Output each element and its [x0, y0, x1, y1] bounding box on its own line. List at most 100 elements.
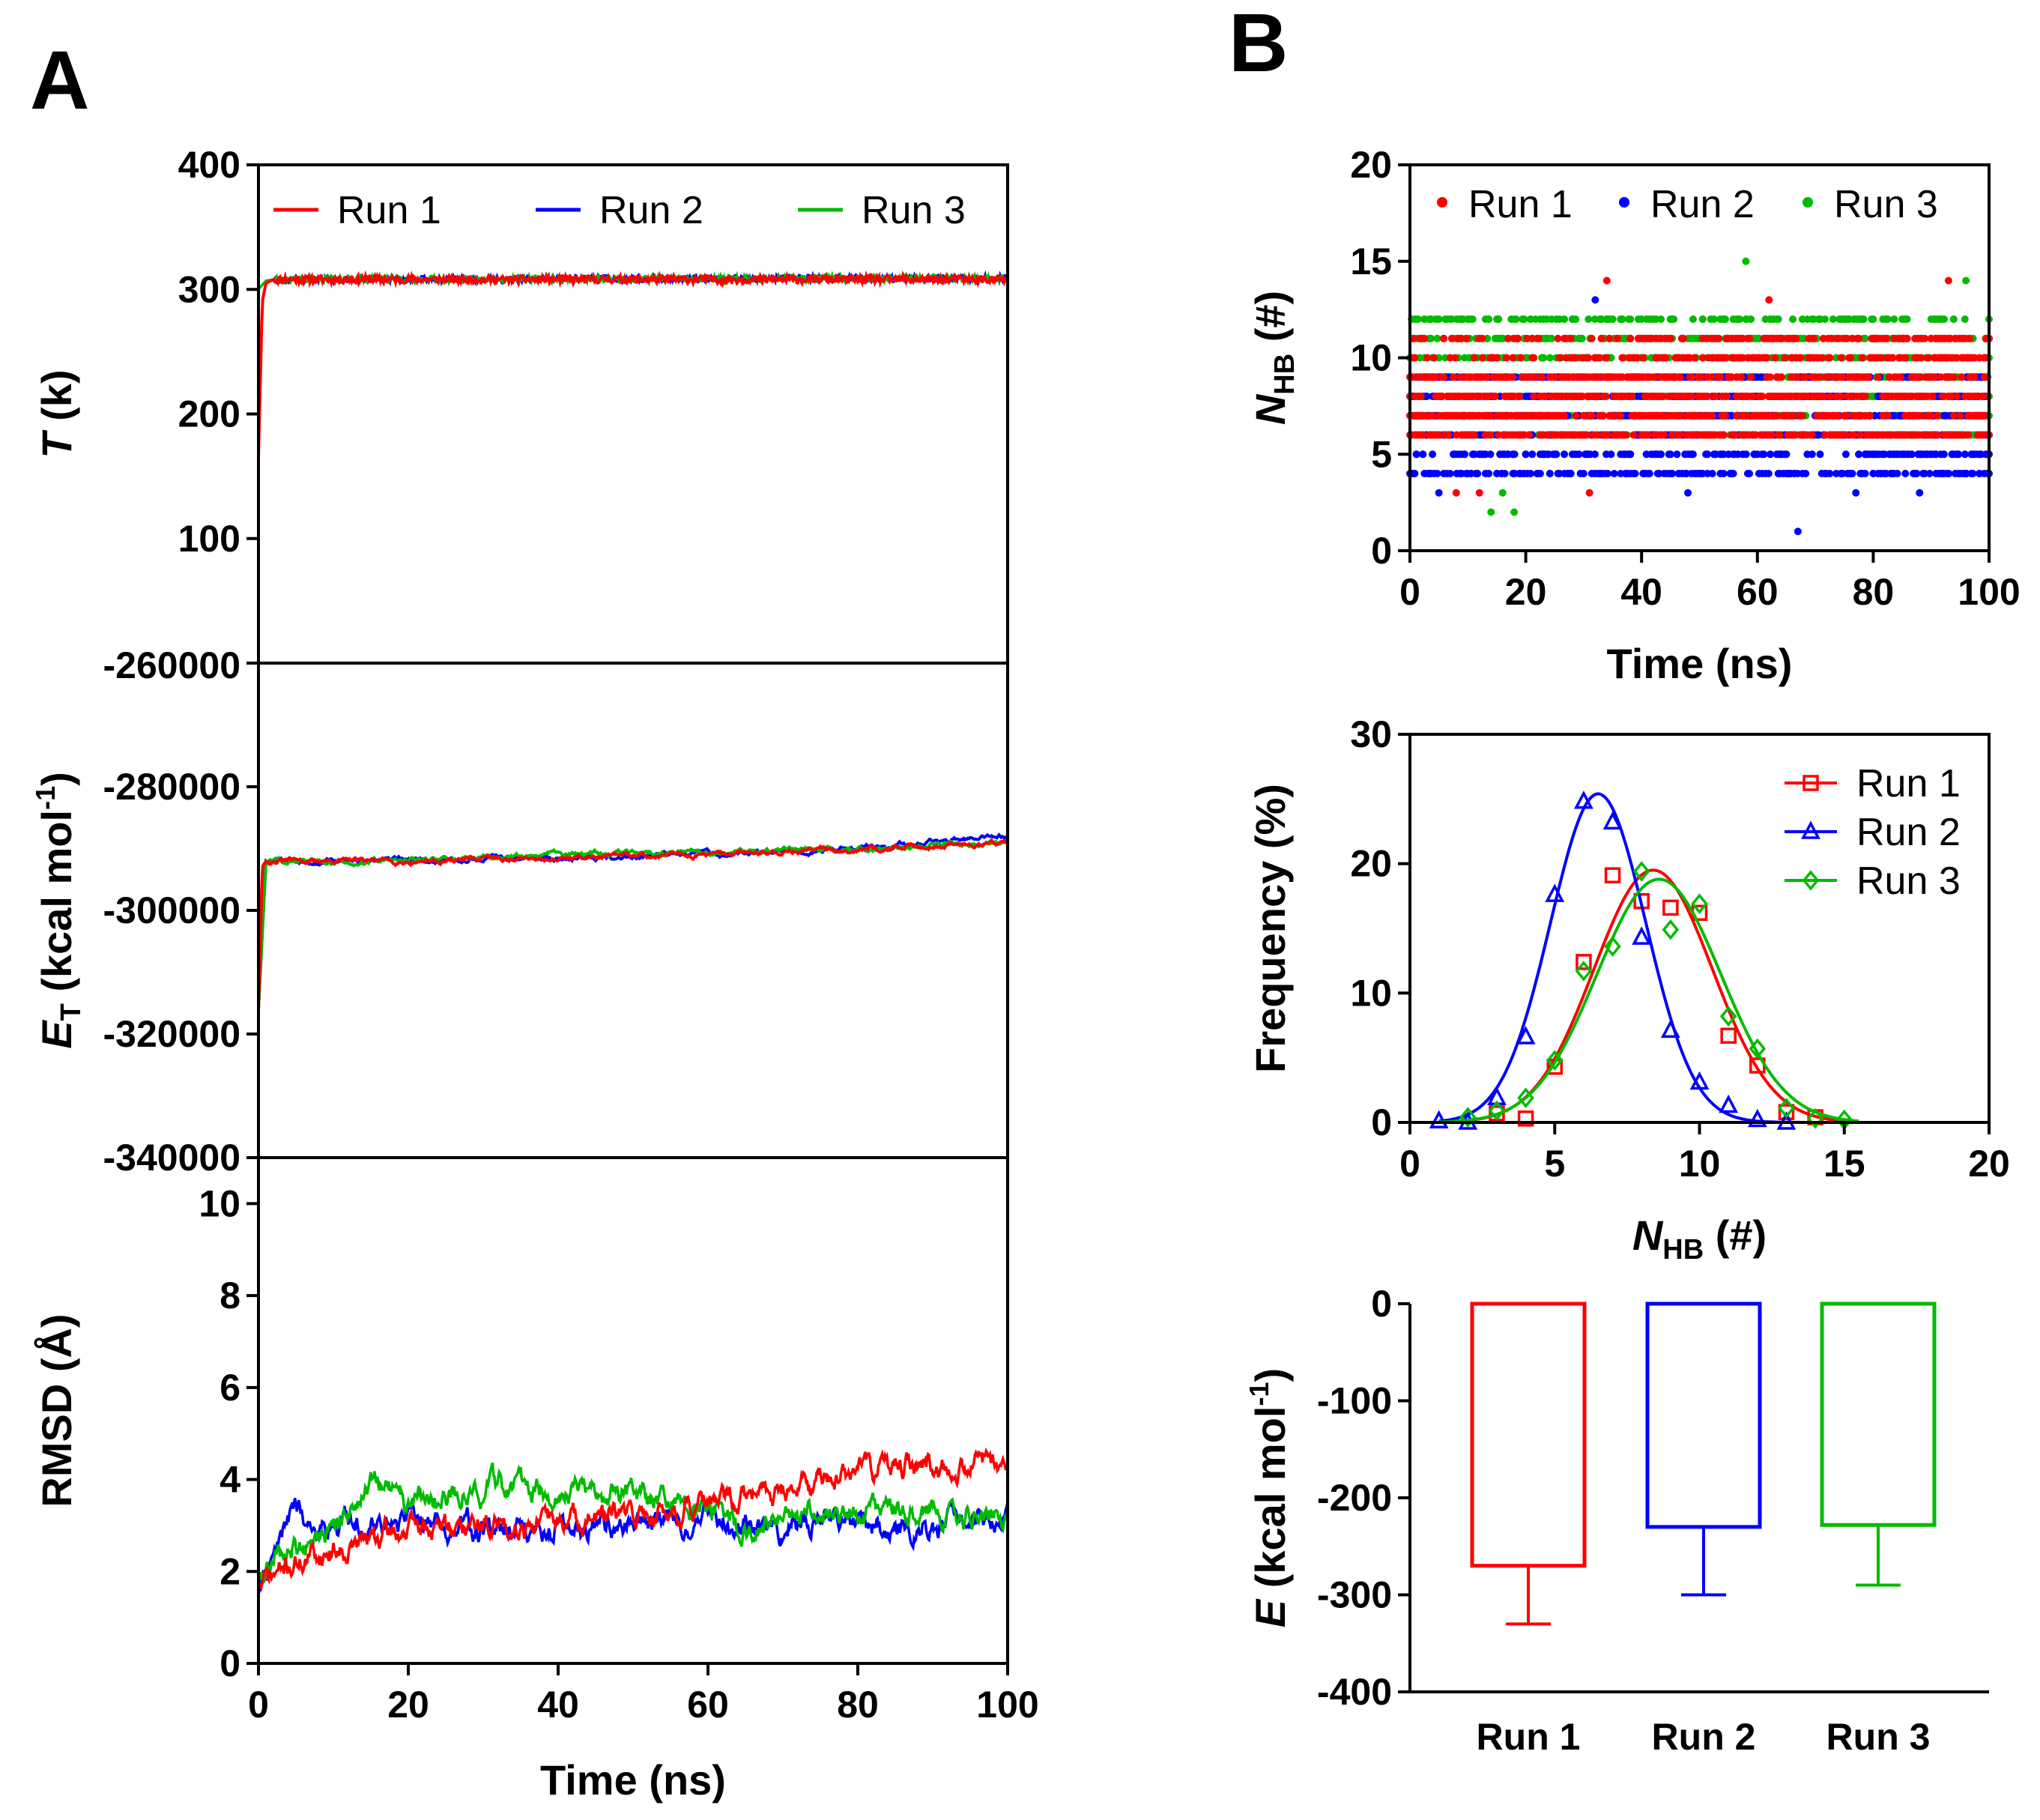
- scatter-point: [1590, 450, 1599, 459]
- scatter-point: [1579, 470, 1587, 477]
- scatter-point: [1837, 393, 1845, 400]
- scatter-point: [1824, 373, 1832, 381]
- scatter-point: [1866, 411, 1874, 420]
- scatter-point: [1850, 431, 1858, 439]
- scatter-point: [1626, 334, 1635, 342]
- data-marker: [1517, 1087, 1534, 1108]
- scatter-point: [1773, 411, 1781, 420]
- legend-label: Run 2: [599, 189, 703, 232]
- scatter-point: [1712, 393, 1719, 400]
- energy-chart: -340000 -320000 -300000 -280000 -260000 ET (k…: [30, 644, 1009, 1179]
- scatter-point: [1596, 354, 1604, 362]
- scatter-point: [1949, 411, 1958, 420]
- x-tick-label: 40: [537, 1684, 579, 1726]
- scatter-point: [1639, 354, 1647, 362]
- gaussian-fit-line: [1438, 792, 1859, 1124]
- x-tick-label: 100: [976, 1684, 1038, 1726]
- scatter-point: [1412, 450, 1420, 459]
- data-marker: [1575, 961, 1593, 982]
- scatter-point: [1551, 373, 1559, 381]
- y-tick-label: 10: [1350, 972, 1392, 1014]
- scatter-point: [1747, 373, 1755, 381]
- series-line-run-3: [257, 838, 1008, 1010]
- scatter-point: [1723, 393, 1731, 400]
- data-marker: [1662, 919, 1680, 940]
- x-axis-label: Time (ns): [1607, 640, 1793, 687]
- scatter-point: [1680, 334, 1687, 342]
- scatter-point: [1528, 450, 1537, 459]
- scatter-point: [1452, 489, 1460, 497]
- scatter-point: [1440, 373, 1448, 381]
- scatter-point: [1838, 373, 1847, 381]
- dist-series-run-2: [1429, 790, 1859, 1130]
- scatter-point: [1913, 470, 1921, 477]
- scatter-point: [1729, 470, 1737, 477]
- scatter-point: [1781, 354, 1789, 362]
- scatter-point: [1931, 373, 1938, 381]
- scatter-point: [1961, 450, 1969, 459]
- scatter-point: [1468, 315, 1477, 323]
- legend-label: Run 1: [1468, 183, 1573, 226]
- bar: [1645, 1301, 1762, 1529]
- data-marker: [1602, 811, 1623, 830]
- scatter-point: [1530, 354, 1538, 362]
- data-marker: [1516, 1026, 1536, 1044]
- scatter-point: [1797, 354, 1805, 362]
- scatter-point: [1826, 470, 1834, 477]
- scatter-point: [1794, 527, 1802, 536]
- scatter-point: [1794, 373, 1802, 381]
- scatter-point: [1462, 334, 1471, 342]
- scatter-point: [1890, 315, 1898, 323]
- scatter-point: [1847, 354, 1855, 362]
- scatter-point: [1604, 470, 1612, 477]
- scatter-point: [1721, 354, 1729, 362]
- scatter-point: [1789, 315, 1797, 323]
- scatter-point: [1594, 393, 1602, 400]
- scatter-point: [1546, 354, 1554, 362]
- scatter-point: [1662, 354, 1670, 362]
- scatter-point: [1433, 470, 1441, 477]
- scatter-point: [1504, 334, 1512, 342]
- data-marker: [1604, 936, 1621, 957]
- scatter-point: [1631, 470, 1639, 477]
- scatter-point: [1767, 373, 1774, 381]
- scatter-point: [1485, 470, 1493, 477]
- y-axis-label: T (k): [33, 369, 80, 458]
- scatter-point: [1704, 393, 1712, 400]
- y-tick-label: -300: [1317, 1574, 1392, 1616]
- scatter-point: [1834, 334, 1842, 342]
- scatter-point: [1666, 334, 1674, 342]
- scatter-point: [1676, 431, 1684, 439]
- legend-label: Run 3: [1834, 183, 1938, 226]
- data-marker: [1545, 883, 1565, 902]
- x-tick-label: 80: [837, 1684, 879, 1726]
- x-tick-label: 5: [1544, 1143, 1565, 1185]
- scatter-point: [1561, 315, 1569, 323]
- y-tick-label: -400: [1317, 1671, 1392, 1713]
- legend-label: Run 2: [1650, 183, 1755, 226]
- data-marker: [1632, 926, 1652, 945]
- scatter-point: [1883, 411, 1892, 420]
- scatter-point: [1782, 450, 1791, 459]
- scatter-point: [1955, 450, 1963, 459]
- gaussian-fit-line: [1438, 877, 1859, 1124]
- y-tick-label: 2: [220, 1550, 240, 1592]
- scatter-point: [1697, 373, 1705, 381]
- bar: [1470, 1301, 1587, 1568]
- scatter-point: [1916, 373, 1924, 381]
- data-marker: [1689, 1071, 1710, 1090]
- scatter-point: [1869, 315, 1877, 323]
- scatter-point: [1829, 315, 1837, 323]
- scatter-point: [1419, 450, 1427, 459]
- x-tick-label: 100: [1958, 571, 2020, 613]
- data-marker: [1632, 861, 1650, 882]
- y-tick-label: -260000: [103, 644, 241, 686]
- scatter-point: [1816, 450, 1824, 459]
- scatter-point: [1841, 334, 1850, 342]
- scatter-point: [1916, 489, 1924, 497]
- scatter-point: [1593, 431, 1601, 439]
- scatter-point: [1834, 411, 1842, 420]
- scatter-point: [1924, 354, 1932, 362]
- scatter-point: [1848, 470, 1856, 477]
- scatter-point: [1778, 334, 1785, 342]
